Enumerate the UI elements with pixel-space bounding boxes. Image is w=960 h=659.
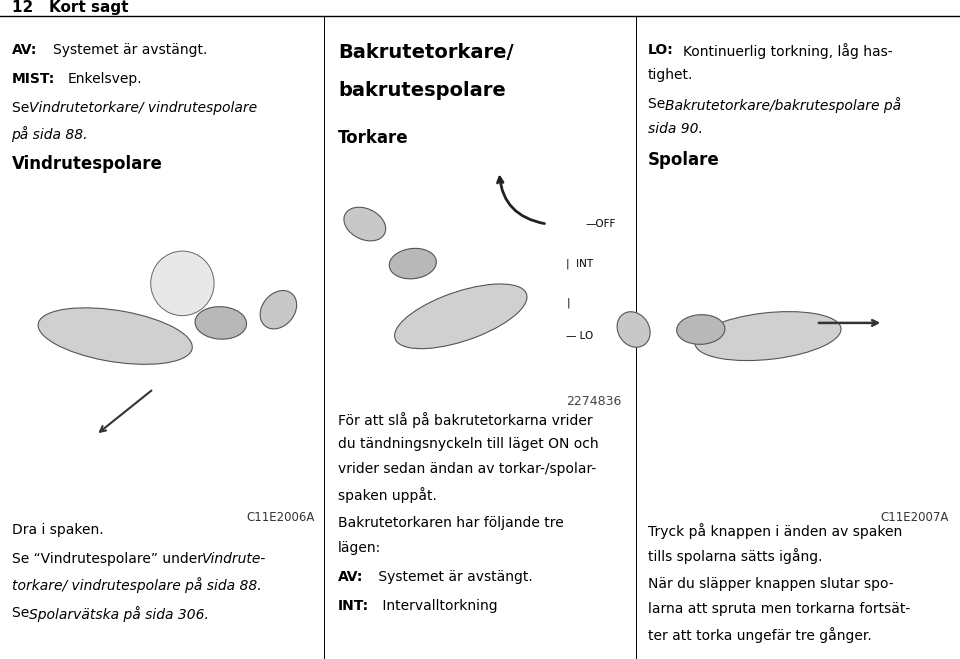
Text: ter att torka ungefär tre gånger.: ter att torka ungefär tre gånger.	[648, 627, 872, 643]
Text: C11E2006A: C11E2006A	[247, 511, 315, 524]
Ellipse shape	[151, 251, 214, 316]
Text: Se: Se	[12, 606, 34, 619]
Text: Spolarvätska på sida 306.: Spolarvätska på sida 306.	[29, 606, 208, 621]
Text: För att slå på bakrutetorkarna vrider: För att slå på bakrutetorkarna vrider	[338, 412, 592, 428]
Text: 2274836: 2274836	[565, 395, 621, 409]
Text: 12   Kort sagt: 12 Kort sagt	[12, 1, 128, 15]
Text: Dra i spaken.: Dra i spaken.	[12, 523, 103, 536]
Text: Spolare: Spolare	[648, 151, 720, 169]
Ellipse shape	[260, 291, 297, 329]
Text: larna att spruta men torkarna fortsät-: larna att spruta men torkarna fortsät-	[648, 602, 910, 616]
Text: du tändningsnyckeln till läget ON och: du tändningsnyckeln till läget ON och	[338, 437, 598, 451]
Text: LO:: LO:	[648, 43, 674, 57]
Text: Systemet är avstängt.: Systemet är avstängt.	[53, 43, 207, 57]
Text: sida 90.: sida 90.	[648, 122, 703, 136]
Text: C11E2007A: C11E2007A	[880, 511, 948, 524]
Text: Torkare: Torkare	[338, 129, 409, 146]
Text: Se: Se	[12, 101, 34, 115]
Ellipse shape	[677, 315, 725, 344]
Ellipse shape	[38, 308, 192, 364]
Text: INT:: INT:	[338, 599, 369, 613]
Text: — LO: — LO	[566, 331, 593, 341]
Ellipse shape	[617, 312, 650, 347]
Text: Intervalltorkning: Intervalltorkning	[378, 599, 498, 613]
Text: vrider sedan ändan av torkar-/spolar-: vrider sedan ändan av torkar-/spolar-	[338, 462, 596, 476]
Text: på sida 88.: på sida 88.	[12, 126, 88, 142]
Text: Se “Vindrutespolare” under: Se “Vindrutespolare” under	[12, 552, 207, 565]
Text: Bakrutetorkare/bakrutespolare på: Bakrutetorkare/bakrutespolare på	[665, 97, 901, 113]
Text: tills spolarna sätts igång.: tills spolarna sätts igång.	[648, 548, 823, 563]
Text: Kontinuerlig torkning, låg has-: Kontinuerlig torkning, låg has-	[683, 43, 892, 59]
Text: Vindrute-: Vindrute-	[202, 552, 266, 565]
Text: torkare/ vindrutespolare på sida 88.: torkare/ vindrutespolare på sida 88.	[12, 577, 261, 592]
Text: MIST:: MIST:	[12, 72, 55, 86]
Ellipse shape	[344, 207, 386, 241]
Ellipse shape	[195, 306, 247, 339]
Text: |  INT: | INT	[566, 258, 593, 269]
Text: Systemet är avstängt.: Systemet är avstängt.	[374, 570, 533, 584]
Text: Enkelsvep.: Enkelsvep.	[67, 72, 142, 86]
Text: Vindrutespolare: Vindrutespolare	[12, 155, 162, 173]
Text: Bakrutetorkaren har följande tre: Bakrutetorkaren har följande tre	[338, 516, 564, 530]
Text: bakrutespolare: bakrutespolare	[338, 81, 506, 100]
Text: AV:: AV:	[338, 570, 363, 584]
Ellipse shape	[389, 248, 437, 279]
Text: När du släpper knappen slutar spo-: När du släpper knappen slutar spo-	[648, 577, 894, 590]
Text: Vindrutetorkare/ vindrutespolare: Vindrutetorkare/ vindrutespolare	[29, 101, 257, 115]
Text: Se: Se	[648, 97, 670, 111]
Text: lägen:: lägen:	[338, 541, 381, 555]
Text: Bakrutetorkare/: Bakrutetorkare/	[338, 43, 514, 62]
Text: Tryck på knappen i änden av spaken: Tryck på knappen i änden av spaken	[648, 523, 902, 538]
Ellipse shape	[695, 312, 841, 360]
Text: spaken uppåt.: spaken uppåt.	[338, 487, 437, 503]
Text: AV:: AV:	[12, 43, 36, 57]
Ellipse shape	[395, 284, 527, 349]
Text: |: |	[566, 298, 570, 308]
Text: —OFF: —OFF	[586, 219, 616, 229]
Text: tighet.: tighet.	[648, 68, 693, 82]
